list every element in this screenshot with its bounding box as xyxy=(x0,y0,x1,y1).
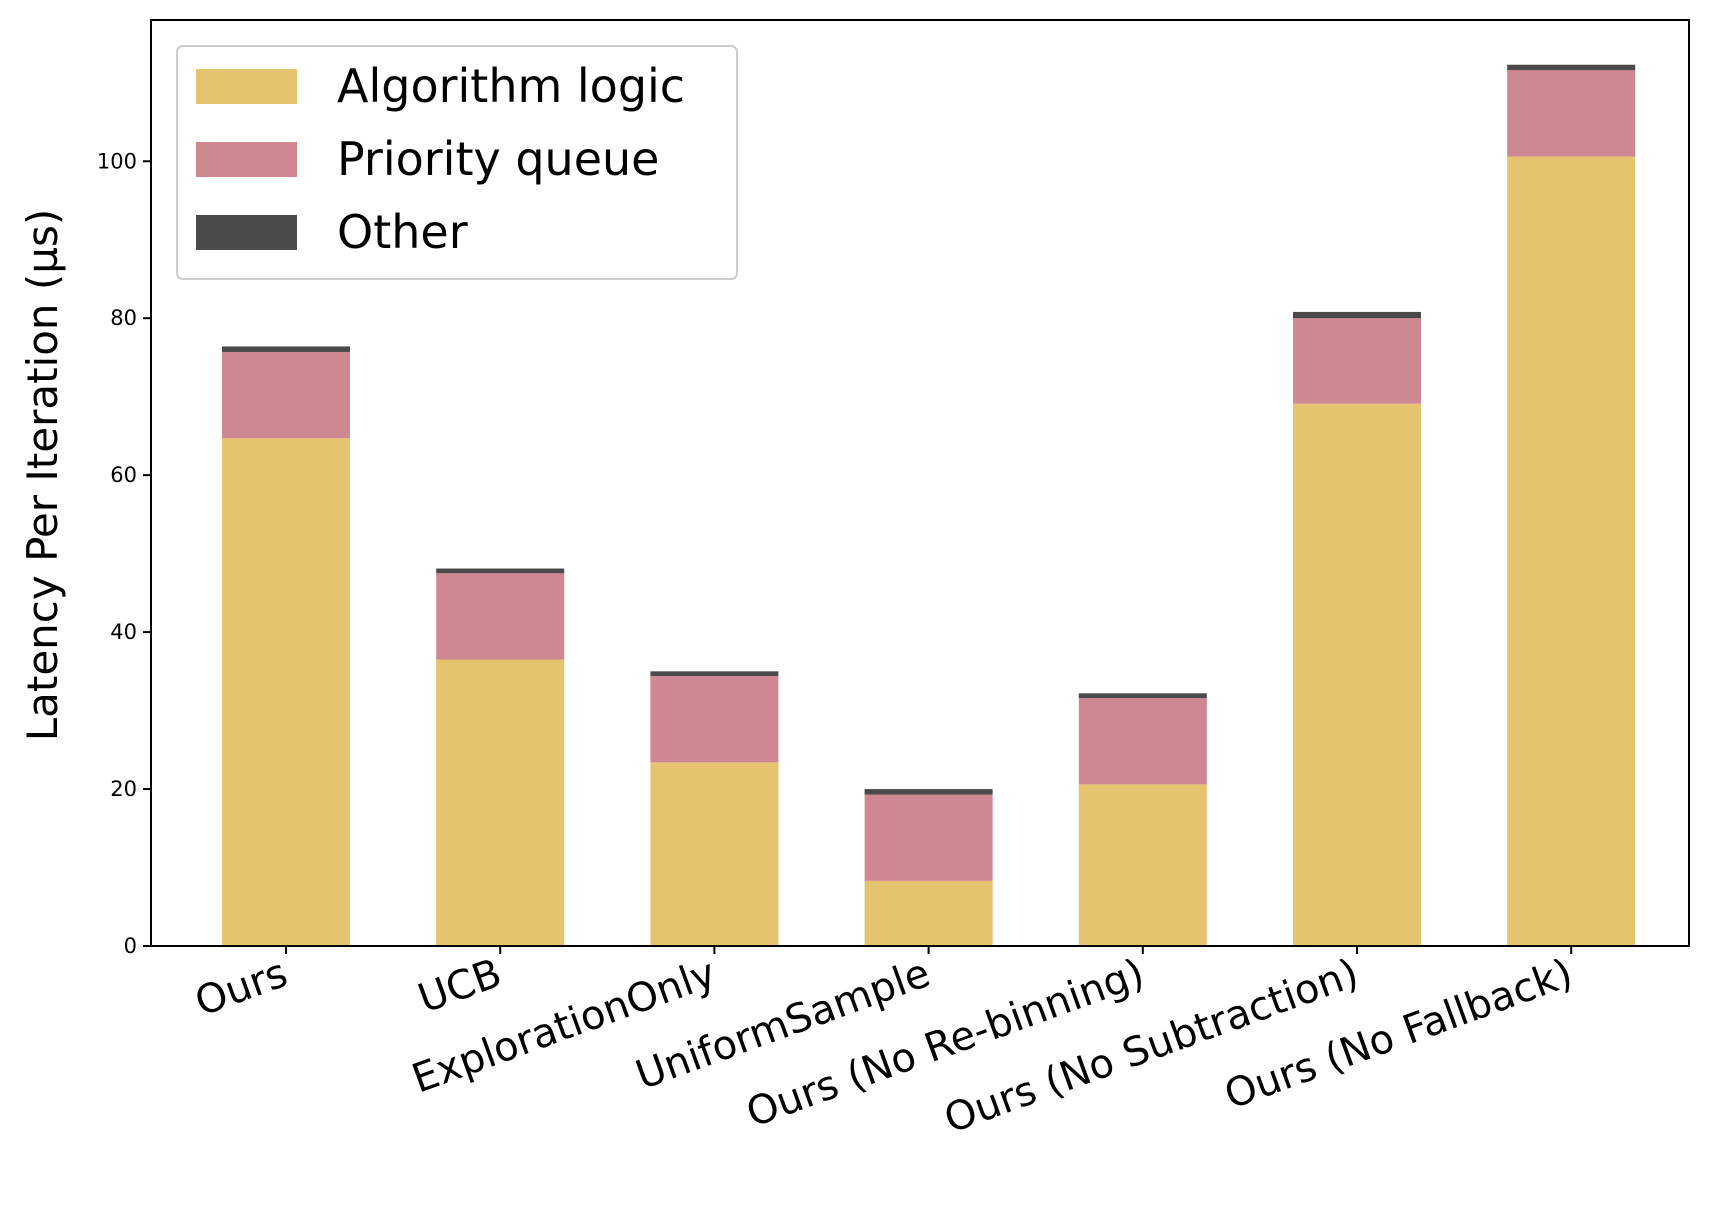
bar-segment-priority-queue xyxy=(1078,698,1207,785)
legend: Algorithm logic Priority queue Other xyxy=(176,45,738,280)
bar-segment-other xyxy=(1507,64,1636,71)
y-axis: 0 20 40 60 80 100 xyxy=(97,149,151,958)
bar-segment-algorithm-logic xyxy=(436,659,565,946)
bar-segment-priority-queue xyxy=(864,794,993,881)
bar-segment-priority-queue xyxy=(436,573,565,660)
bar-segment-other xyxy=(222,346,350,352)
legend-swatch xyxy=(196,215,297,250)
x-tick-label: Ours xyxy=(189,950,293,1025)
x-axis: Ours UCBExplorationOnlyUniformSampleOurs … xyxy=(189,946,1579,1143)
bar-segment-other xyxy=(436,568,565,574)
legend-swatch xyxy=(196,142,297,177)
legend-swatch xyxy=(196,69,297,104)
bar-segment-priority-queue xyxy=(650,676,779,763)
legend-label: Other xyxy=(337,205,468,259)
legend-box xyxy=(176,45,738,280)
bar-segment-algorithm-logic xyxy=(1293,403,1421,946)
bar-segment-priority-queue xyxy=(1507,70,1636,157)
bar-segment-algorithm-logic xyxy=(864,880,993,946)
y-tick-label: 60 xyxy=(110,463,137,487)
x-tick-label: UCB xyxy=(412,950,507,1022)
bar-segment-other xyxy=(650,671,779,677)
y-tick-label: 0 xyxy=(124,934,137,958)
bar-segment-algorithm-logic xyxy=(650,762,779,946)
x-tick-label: Ours (No Fallback) xyxy=(1219,950,1579,1119)
bars-layer xyxy=(222,64,1636,946)
bar-segment-priority-queue xyxy=(222,351,350,439)
bar-segment-algorithm-logic xyxy=(222,438,350,946)
y-axis-label: Latency Per Iteration (µs) xyxy=(18,209,67,742)
plot-frame xyxy=(150,19,1690,947)
bar-segment-algorithm-logic xyxy=(1507,156,1636,946)
y-tick-label: 100 xyxy=(97,149,137,173)
y-tick-label: 40 xyxy=(110,620,137,644)
y-tick-label: 20 xyxy=(110,777,137,801)
bar-segment-algorithm-logic xyxy=(1078,784,1207,946)
bar-segment-other xyxy=(1293,311,1421,319)
bar-segment-priority-queue xyxy=(1293,318,1421,404)
y-tick-label: 80 xyxy=(110,306,137,330)
legend-label: Priority queue xyxy=(337,132,659,186)
bar-segment-other xyxy=(864,789,993,795)
legend-label: Algorithm logic xyxy=(337,59,685,113)
bar-segment-other xyxy=(1078,693,1207,699)
